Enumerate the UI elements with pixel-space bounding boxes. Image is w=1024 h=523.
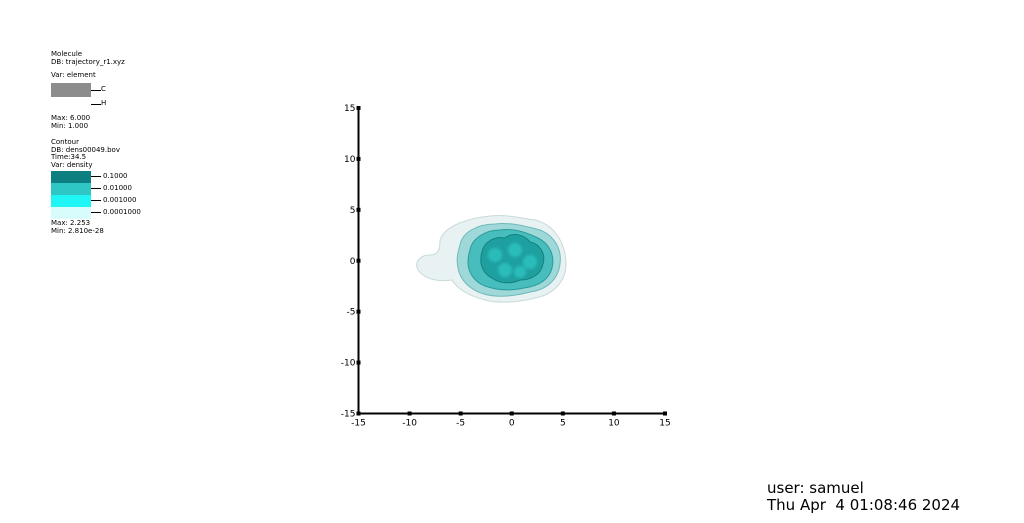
molecule-legend: Molecule DB: trajectory_r1.xyz Var: elem… [51,50,125,80]
y-tick-label: -15 [341,410,356,420]
y-tick-label: 15 [344,104,355,114]
contour-swatch-0 [51,171,91,183]
x-ticks: -15 -10 -5 0 5 10 15 [351,411,671,429]
contour-label-2: 0.001000 [103,196,137,204]
x-tick-label: -15 [351,419,366,429]
contour-legend-title: Contour [51,138,79,146]
x-tick-mark [611,411,616,416]
y-tick-label: 10 [344,155,356,165]
molecule-legend-var: Var: element [51,71,96,79]
contour-legend-db: DB: dens00049.bov [51,145,120,154]
density-cloud [416,215,567,303]
y-tick-label: 5 [350,206,356,216]
contour-swatch-1 [51,183,91,195]
x-tick-mark [560,411,565,416]
molecule-legend-title: Molecule [51,50,83,58]
contour-legend: Contour DB: dens00049.bov Time:34.5 Var:… [51,138,120,169]
y-tick-label: -10 [341,359,356,369]
y-tick-mark [356,207,361,212]
footer-user: user: samuel [767,479,864,497]
contour-swatch-3 [51,207,91,219]
contour-tick-1 [91,188,101,189]
contour-tick-2 [91,200,101,201]
y-tick-label: 0 [350,257,356,267]
y-tick-mark [356,106,361,110]
x-tick-mark [458,411,463,416]
y-tick-mark [356,309,361,314]
y-tick-mark [356,156,361,161]
molecule-legend-max: Max: 6.000 [51,114,91,122]
footer-info: user: samuel Thu Apr 4 01:08:46 2024 [767,480,960,514]
x-tick-mark [663,411,667,416]
y-tick-mark [356,411,361,416]
molecule-legend-min: Min: 1.000 [51,121,89,130]
x-tick-mark [509,411,514,416]
molecule-atoms [488,243,537,278]
contour-level-1000 [480,234,545,284]
molecule-legend-db: DB: trajectory_r1.xyz [51,57,125,66]
x-tick-label: 5 [560,419,566,429]
legend-tick-h [91,104,101,105]
x-tick-label: 15 [659,419,670,429]
y-tick-label: -5 [347,308,356,318]
x-tick-label: 10 [608,419,620,429]
contour-tick-3 [91,212,101,213]
contour-label-0: 0.1000 [103,172,128,180]
contour-swatch-2 [51,195,91,207]
contour-legend-time: Time:34.5 [51,153,87,161]
legend-label-c: C [101,85,106,93]
contour-tick-0 [91,176,101,177]
molecule-legend-range: Max: 6.000 Min: 1.000 [51,114,91,130]
contour-label-1: 0.01000 [103,184,132,192]
legend-swatch-c [51,83,91,97]
y-tick-mark [356,258,361,263]
x-tick-label: 0 [509,419,515,429]
contour-legend-max: Max: 2.253 [51,219,91,227]
x-tick-label: -5 [456,419,465,429]
footer-date: Thu Apr 4 01:08:46 2024 [767,496,961,514]
x-tick-mark [407,411,412,416]
contour-legend-range: Max: 2.253 Min: 2.810e-28 [51,219,104,235]
legend-label-h: H [101,99,107,107]
legend-tick-c [91,90,101,91]
y-ticks: 15 10 5 0 -5 -10 -15 [341,104,361,420]
y-tick-mark [356,360,361,365]
contour-legend-var: Var: density [51,160,93,169]
contour-legend-min: Min: 2.810e-28 [51,226,104,235]
contour-label-3: 0.0001000 [103,208,141,216]
x-tick-label: -10 [402,419,417,429]
